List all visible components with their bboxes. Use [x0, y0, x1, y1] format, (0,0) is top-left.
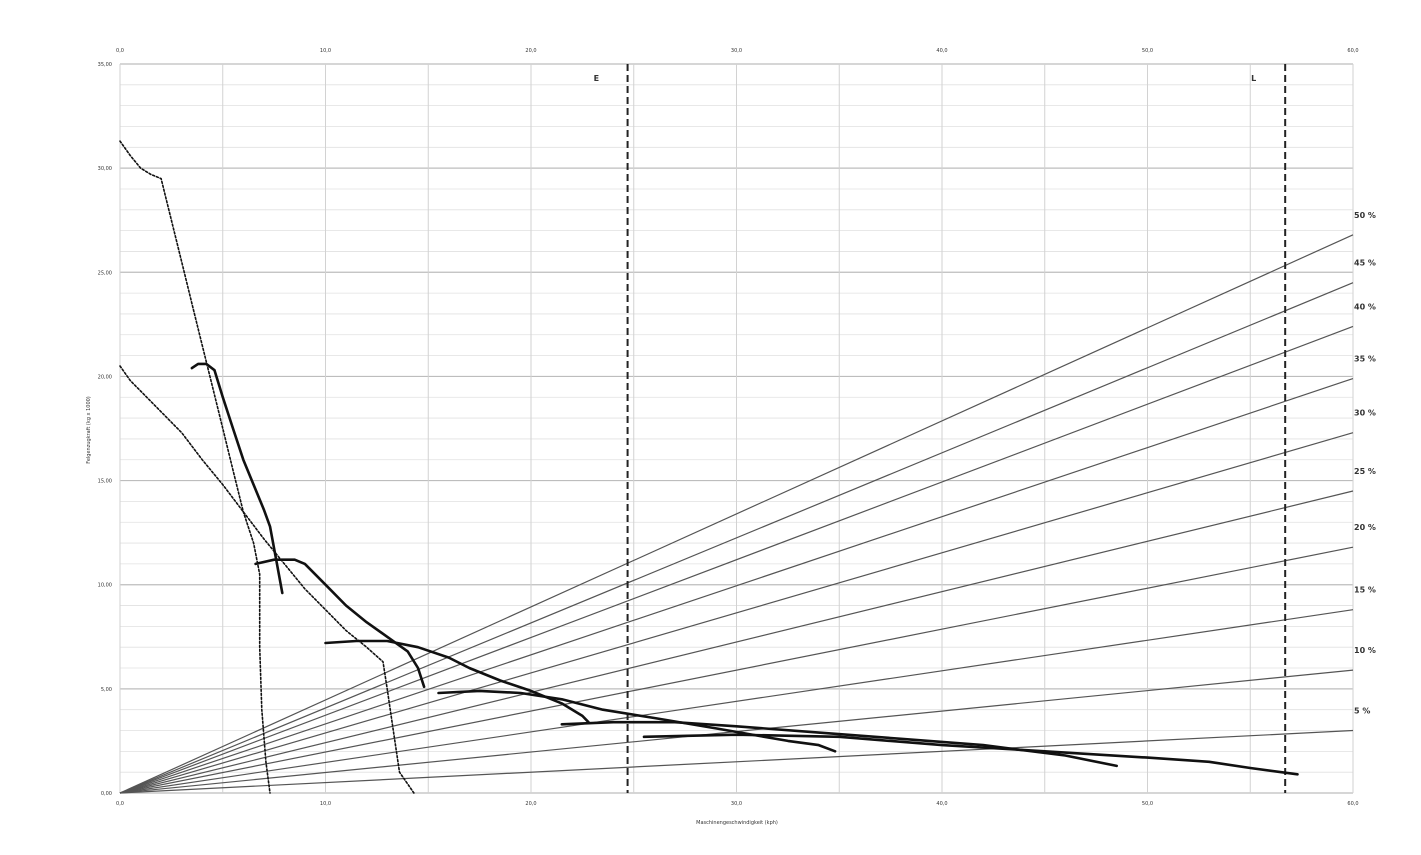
grade-label: 20 % — [1354, 523, 1376, 532]
rimpull-curve — [254, 558, 426, 689]
rimpull-curve — [324, 639, 590, 724]
grade-line — [119, 729, 1354, 794]
x-tick-label-top: 50,0 — [1142, 48, 1153, 54]
rimpull-curve — [190, 362, 284, 595]
series-curves — [119, 140, 1299, 794]
grade-line — [119, 234, 1354, 794]
grade-label: 30 % — [1354, 409, 1376, 418]
y-tick-label: 15,00 — [98, 479, 112, 485]
y-tick-label: 35,00 — [98, 62, 112, 68]
y-axis-label: Felgenzugkraft (kg x 1000) — [86, 396, 92, 464]
grade-line — [119, 432, 1354, 794]
y-tick-label: 25,00 — [98, 270, 112, 276]
x-tick-label-top: 0,0 — [116, 48, 124, 54]
x-tick-label-bottom: 10,0 — [320, 801, 331, 807]
x-tick-label-top: 10,0 — [320, 48, 331, 54]
x-tick-label-bottom: 40,0 — [936, 801, 947, 807]
grade-label: 50 % — [1354, 211, 1376, 220]
y-tick-label: 5,00 — [101, 687, 112, 693]
grade-label: 40 % — [1354, 302, 1376, 311]
x-tick-label-top: 40,0 — [936, 48, 947, 54]
grade-label: 35 % — [1354, 355, 1376, 364]
y-tick-label: 0,00 — [101, 791, 112, 797]
grid — [119, 63, 1354, 794]
grade-label: 5 % — [1354, 707, 1370, 716]
grade-line — [119, 490, 1354, 794]
grade-label: 45 % — [1354, 259, 1376, 268]
grade-line — [119, 282, 1354, 794]
x-tick-label-top: 30,0 — [731, 48, 742, 54]
dotted-curve — [119, 365, 415, 794]
x-axis-label: Maschinengeschwindigkeit (kph) — [696, 820, 778, 826]
grade-line — [119, 609, 1354, 794]
axis-text: Maschinengeschwindigkeit (kph) Felgenzug… — [86, 48, 1376, 826]
grade-line — [119, 546, 1354, 794]
grade-line — [119, 325, 1354, 794]
marker-label: L — [1251, 74, 1256, 83]
grade-label: 15 % — [1354, 586, 1376, 595]
rimpull-curve — [437, 689, 837, 753]
grade-label: 10 % — [1354, 646, 1376, 655]
x-tick-label-bottom: 20,0 — [525, 801, 536, 807]
x-tick-label-bottom: 60,0 — [1347, 801, 1358, 807]
x-tick-label-bottom: 30,0 — [731, 801, 742, 807]
y-tick-label: 20,00 — [98, 374, 112, 380]
x-tick-label-bottom: 0,0 — [116, 801, 124, 807]
grade-line — [119, 377, 1354, 794]
marker-label: E — [594, 74, 599, 83]
dotted-curve — [119, 140, 271, 794]
x-tick-label-top: 60,0 — [1347, 48, 1358, 54]
x-tick-label-top: 20,0 — [525, 48, 536, 54]
vertical-markers — [626, 64, 1287, 793]
y-tick-label: 30,00 — [98, 166, 112, 172]
y-tick-label: 10,00 — [98, 583, 112, 589]
rimpull-curve — [642, 733, 1299, 776]
x-tick-label-bottom: 50,0 — [1142, 801, 1153, 807]
grade-label: 25 % — [1354, 467, 1376, 476]
